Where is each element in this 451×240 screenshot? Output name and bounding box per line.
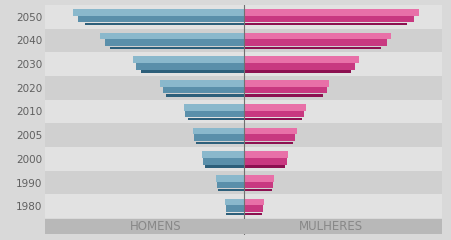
Bar — [226, 205, 244, 212]
Bar — [244, 39, 387, 46]
Bar — [244, 63, 355, 70]
Bar — [244, 142, 293, 144]
Bar — [244, 182, 273, 188]
Bar — [244, 9, 419, 16]
Bar — [0, 147, 451, 171]
Bar — [244, 33, 391, 39]
Bar — [203, 158, 244, 165]
Text: HOMENS: HOMENS — [130, 220, 182, 233]
Bar — [185, 110, 244, 117]
Bar — [244, 110, 304, 117]
Bar — [244, 151, 288, 158]
Bar — [244, 158, 286, 165]
Bar — [110, 47, 244, 49]
Bar — [244, 165, 285, 168]
Bar — [244, 47, 381, 49]
Bar — [133, 56, 244, 63]
Bar — [244, 205, 263, 212]
Bar — [85, 23, 244, 25]
Bar — [73, 9, 244, 16]
Bar — [0, 194, 451, 218]
Text: MULHERES: MULHERES — [299, 220, 364, 233]
Bar — [0, 171, 451, 194]
Bar — [0, 52, 451, 76]
Bar — [244, 16, 414, 22]
Bar — [78, 16, 244, 22]
Bar — [244, 80, 329, 87]
Bar — [244, 94, 323, 96]
Bar — [244, 87, 327, 93]
Bar — [244, 199, 264, 205]
Bar — [244, 134, 295, 141]
Bar — [244, 71, 351, 73]
Bar — [166, 94, 244, 96]
Bar — [194, 134, 244, 141]
Bar — [225, 199, 244, 205]
Bar — [244, 118, 302, 120]
Bar — [105, 39, 244, 46]
Bar — [196, 142, 244, 144]
Bar — [244, 175, 274, 182]
Bar — [141, 71, 244, 73]
Bar — [193, 128, 244, 134]
Bar — [101, 33, 244, 39]
Bar — [0, 5, 451, 29]
Bar — [0, 100, 451, 123]
Bar — [0, 29, 451, 52]
Bar — [163, 87, 244, 93]
Bar — [244, 189, 272, 191]
Bar — [226, 213, 244, 215]
Bar — [184, 104, 244, 110]
Bar — [202, 151, 244, 158]
Bar — [216, 182, 244, 188]
Bar — [244, 56, 359, 63]
Bar — [205, 165, 244, 168]
Bar — [0, 76, 451, 100]
Bar — [216, 175, 244, 182]
Bar — [244, 104, 306, 110]
Bar — [218, 189, 244, 191]
Bar — [0, 123, 451, 147]
Bar — [161, 80, 244, 87]
Bar — [244, 23, 407, 25]
Bar — [244, 213, 262, 215]
Bar — [136, 63, 244, 70]
Bar — [0, 219, 451, 234]
Bar — [244, 128, 297, 134]
Bar — [188, 118, 244, 120]
